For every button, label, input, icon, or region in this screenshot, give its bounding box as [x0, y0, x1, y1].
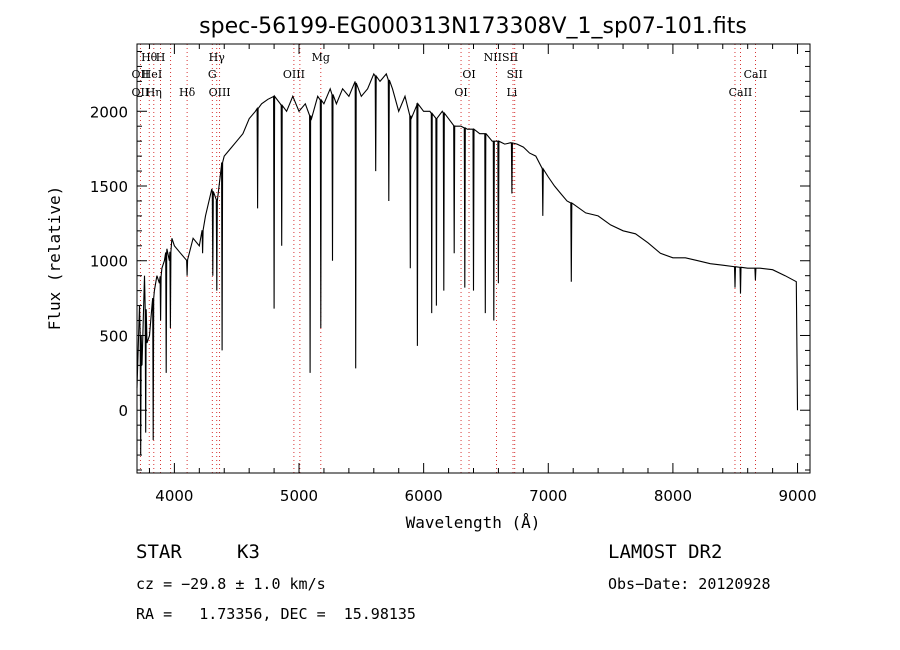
line-label-10: SII [507, 68, 523, 81]
spectrum-series [136, 72, 799, 456]
y-tick-label-2: 1000 [90, 253, 128, 271]
line-label-15: OIII [209, 86, 231, 99]
y-axis-label: Flux (relative) [45, 186, 64, 331]
line-label-9: OI [462, 68, 475, 81]
line-label-16: OI [454, 86, 467, 99]
line-label-18: CaII [729, 86, 753, 99]
line-label-0: Hθ [141, 51, 158, 64]
line-label-13: Hη [146, 86, 162, 99]
redshift-cz: cz = −29.8 ± 1.0 km/s [136, 575, 326, 593]
line-label-11: CaII [744, 68, 768, 81]
y-tick-label-1: 500 [99, 327, 128, 345]
x-axis-label: Wavelength (Å) [406, 513, 541, 532]
x-tick-label-0: 4000 [155, 487, 193, 505]
y-tick-label-4: 2000 [90, 103, 128, 121]
line-label-2: Hγ [209, 51, 226, 64]
line-label-8: OIII [283, 68, 305, 81]
survey-name: LAMOST DR2 [608, 541, 723, 563]
line-label-4: NIISII [484, 51, 519, 64]
x-tick-label-2: 6000 [405, 487, 443, 505]
coordinates: RA = 1.73356, DEC = 15.98135 [136, 605, 416, 623]
y-tick-label-3: 1500 [90, 178, 128, 196]
x-tick-label-3: 7000 [529, 487, 567, 505]
line-label-3: Mg [312, 51, 330, 64]
line-label-17: Li [506, 86, 517, 99]
line-label-7: G [208, 68, 217, 81]
x-tick-label-1: 5000 [280, 487, 318, 505]
line-label-6: HeI [142, 68, 162, 81]
x-tick-label-4: 8000 [654, 487, 692, 505]
observation-date: Obs−Date: 20120928 [608, 575, 771, 593]
x-axis-ticks: 4000 5000 6000 7000 8000 9000 [148, 44, 817, 505]
chart-title: spec-56199-EG000313N173308V_1_sp07-101.f… [199, 14, 747, 39]
object-subclass: K3 [237, 541, 260, 563]
object-class: STAR [136, 541, 182, 563]
x-tick-label-5: 9000 [778, 487, 816, 505]
line-label-5: OII [132, 68, 150, 81]
y-axis-ticks: 0 500 1000 1500 2000 [90, 50, 810, 471]
line-label-12: OII [132, 86, 150, 99]
y-tick-label-0: 0 [118, 402, 128, 420]
spectrum-line [136, 72, 799, 456]
line-label-1: H [156, 51, 166, 64]
line-label-14: Hδ [179, 86, 196, 99]
